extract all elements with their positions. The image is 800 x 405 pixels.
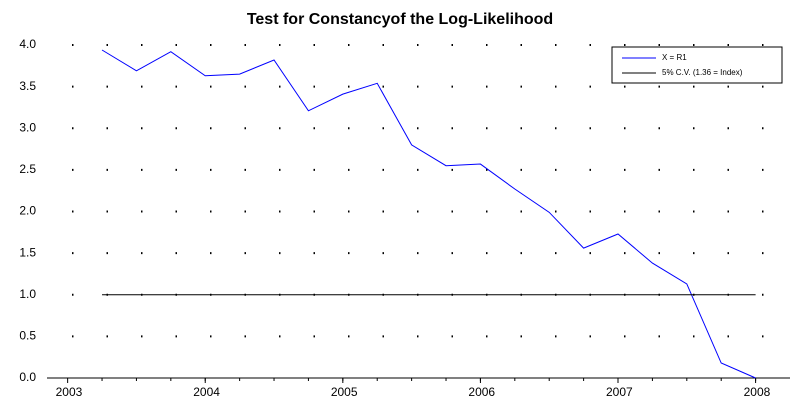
series-line (101, 49, 756, 379)
x-tick-label: 2007 (606, 385, 633, 399)
x-tick-label: 2008 (744, 385, 771, 399)
chart-title: Test for Constancyof the Log-Likelihood (247, 11, 553, 28)
y-tick-label: 1.5 (19, 245, 36, 259)
y-tick-label: 0.5 (19, 329, 36, 343)
y-tick-label: 2.5 (19, 162, 36, 176)
legend-label: 5% C.V. (1.36 = Index) (662, 68, 743, 77)
x-tick-label: 2004 (193, 385, 220, 399)
y-tick-label: 4.0 (19, 37, 36, 51)
x-tick-label: 2006 (468, 385, 495, 399)
x-tick-label: 2005 (331, 385, 358, 399)
y-tick-label: 3.5 (19, 79, 36, 93)
y-tick-label: 1.0 (19, 287, 36, 301)
legend-box (611, 46, 783, 84)
y-tick-label: 3.0 (19, 120, 36, 134)
y-tick-label: 0.0 (19, 370, 36, 384)
legend-label: X = R1 (662, 53, 687, 62)
x-tick-label: 2003 (56, 385, 83, 399)
y-tick-label: 2.0 (19, 204, 36, 218)
